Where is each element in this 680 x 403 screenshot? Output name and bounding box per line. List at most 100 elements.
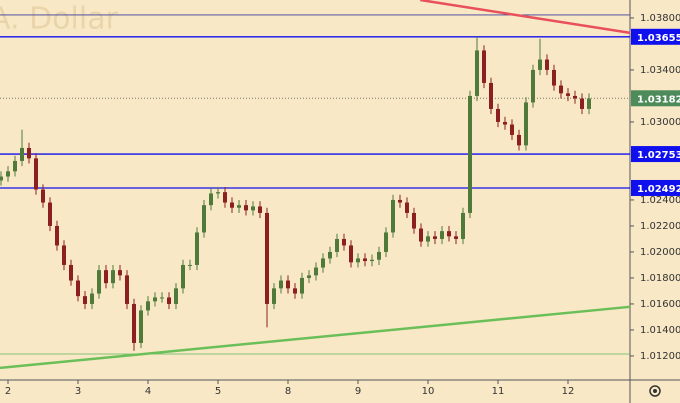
candle-body bbox=[538, 59, 542, 70]
y-tick-label: 1.02000 bbox=[640, 247, 680, 258]
candle-body bbox=[188, 264, 192, 266]
candle-body bbox=[377, 251, 381, 260]
candle-body bbox=[265, 212, 269, 304]
x-tick-label: 9 bbox=[355, 386, 361, 397]
candle-body bbox=[524, 102, 528, 146]
candle-body bbox=[272, 288, 276, 304]
candle-body bbox=[230, 202, 234, 208]
candle-body bbox=[426, 236, 430, 242]
y-tick-label: 1.01400 bbox=[640, 325, 680, 336]
candle-body bbox=[335, 238, 339, 252]
candle-body bbox=[321, 258, 325, 268]
candle-body bbox=[167, 297, 171, 304]
candle-body bbox=[447, 231, 451, 237]
candle-body bbox=[559, 85, 563, 94]
y-tick-label: 1.03800 bbox=[640, 13, 680, 24]
candle-body bbox=[356, 258, 360, 263]
candle-body bbox=[468, 95, 472, 213]
candle-body bbox=[83, 296, 87, 304]
x-tick-label: 2 bbox=[5, 386, 11, 397]
candle-body bbox=[307, 275, 311, 278]
price-label-box bbox=[631, 28, 680, 45]
candle-body bbox=[398, 199, 402, 203]
candle-body bbox=[244, 205, 248, 211]
candle-body bbox=[531, 69, 535, 103]
candle-body bbox=[237, 205, 241, 208]
candle-body bbox=[433, 236, 437, 239]
candle-body bbox=[20, 147, 24, 161]
y-tick-label: 1.02200 bbox=[640, 221, 680, 232]
candle-body bbox=[13, 160, 17, 172]
candle-body bbox=[111, 270, 115, 284]
y-tick-label: 1.02400 bbox=[640, 195, 680, 206]
candle-body bbox=[216, 192, 220, 194]
price-label: 1.02753 bbox=[637, 150, 680, 161]
candle-body bbox=[209, 193, 213, 206]
price-label: 1.03655 bbox=[637, 33, 680, 44]
candle-body bbox=[440, 231, 444, 239]
candle-body bbox=[510, 124, 514, 135]
candle-body bbox=[405, 202, 409, 213]
candle-body bbox=[125, 275, 129, 304]
x-tick-label: 4 bbox=[145, 386, 151, 397]
candle-body bbox=[146, 301, 150, 311]
y-tick-label: 1.01200 bbox=[640, 351, 680, 362]
candle-body bbox=[181, 264, 185, 289]
candle-body bbox=[55, 225, 59, 246]
candle-body bbox=[587, 98, 591, 109]
candle-body bbox=[48, 202, 52, 226]
settings-icon[interactable] bbox=[649, 385, 661, 397]
candle-body bbox=[90, 293, 94, 304]
candle-body bbox=[195, 232, 199, 265]
candle-body bbox=[363, 258, 367, 262]
y-tick-label: 1.03000 bbox=[640, 117, 680, 128]
candle-body bbox=[517, 134, 521, 146]
candle-body bbox=[482, 50, 486, 83]
candle-body bbox=[97, 270, 101, 294]
candle-body bbox=[419, 228, 423, 242]
candle-body bbox=[76, 280, 80, 297]
candle-body bbox=[314, 267, 318, 276]
candle-body bbox=[328, 251, 332, 259]
y-tick-label: 1.01800 bbox=[640, 273, 680, 284]
trend-line bbox=[0, 305, 631, 370]
trend-line bbox=[420, 0, 631, 35]
candle-body bbox=[0, 176, 3, 181]
candle-body bbox=[489, 82, 493, 109]
candle-body bbox=[391, 199, 395, 233]
x-tick-label: 11 bbox=[492, 386, 505, 397]
candle-body bbox=[132, 303, 136, 343]
candle-body bbox=[153, 297, 157, 302]
candle-body bbox=[454, 236, 458, 239]
candle-body bbox=[552, 69, 556, 86]
candle-body bbox=[566, 93, 570, 96]
candle-body bbox=[34, 158, 38, 190]
candle-body bbox=[370, 259, 374, 262]
candle-body bbox=[286, 280, 290, 289]
candle-body bbox=[503, 121, 507, 125]
candle-body bbox=[300, 277, 304, 294]
candle-body bbox=[461, 212, 465, 239]
candle-body bbox=[496, 108, 500, 122]
candle-body bbox=[279, 280, 283, 289]
candle-body bbox=[139, 310, 143, 343]
candle-body bbox=[69, 264, 73, 281]
y-tick-label: 1.01600 bbox=[640, 299, 680, 310]
candle-body bbox=[342, 238, 346, 246]
x-tick-label: 10 bbox=[422, 386, 435, 397]
candle-body bbox=[160, 297, 164, 299]
x-tick-label: 12 bbox=[562, 386, 575, 397]
candle-body bbox=[174, 288, 178, 304]
candle-body bbox=[62, 245, 66, 265]
y-tick-label: 1.03400 bbox=[640, 65, 680, 76]
candle-body bbox=[251, 206, 255, 211]
x-tick-label: 3 bbox=[75, 386, 81, 397]
x-tick-label: 5 bbox=[215, 386, 221, 397]
candle-body bbox=[384, 232, 388, 252]
candle-body bbox=[258, 206, 262, 213]
candle-body bbox=[223, 192, 227, 203]
price-label-box bbox=[631, 179, 680, 196]
candle-body bbox=[580, 98, 584, 109]
price-label-box bbox=[631, 146, 680, 163]
